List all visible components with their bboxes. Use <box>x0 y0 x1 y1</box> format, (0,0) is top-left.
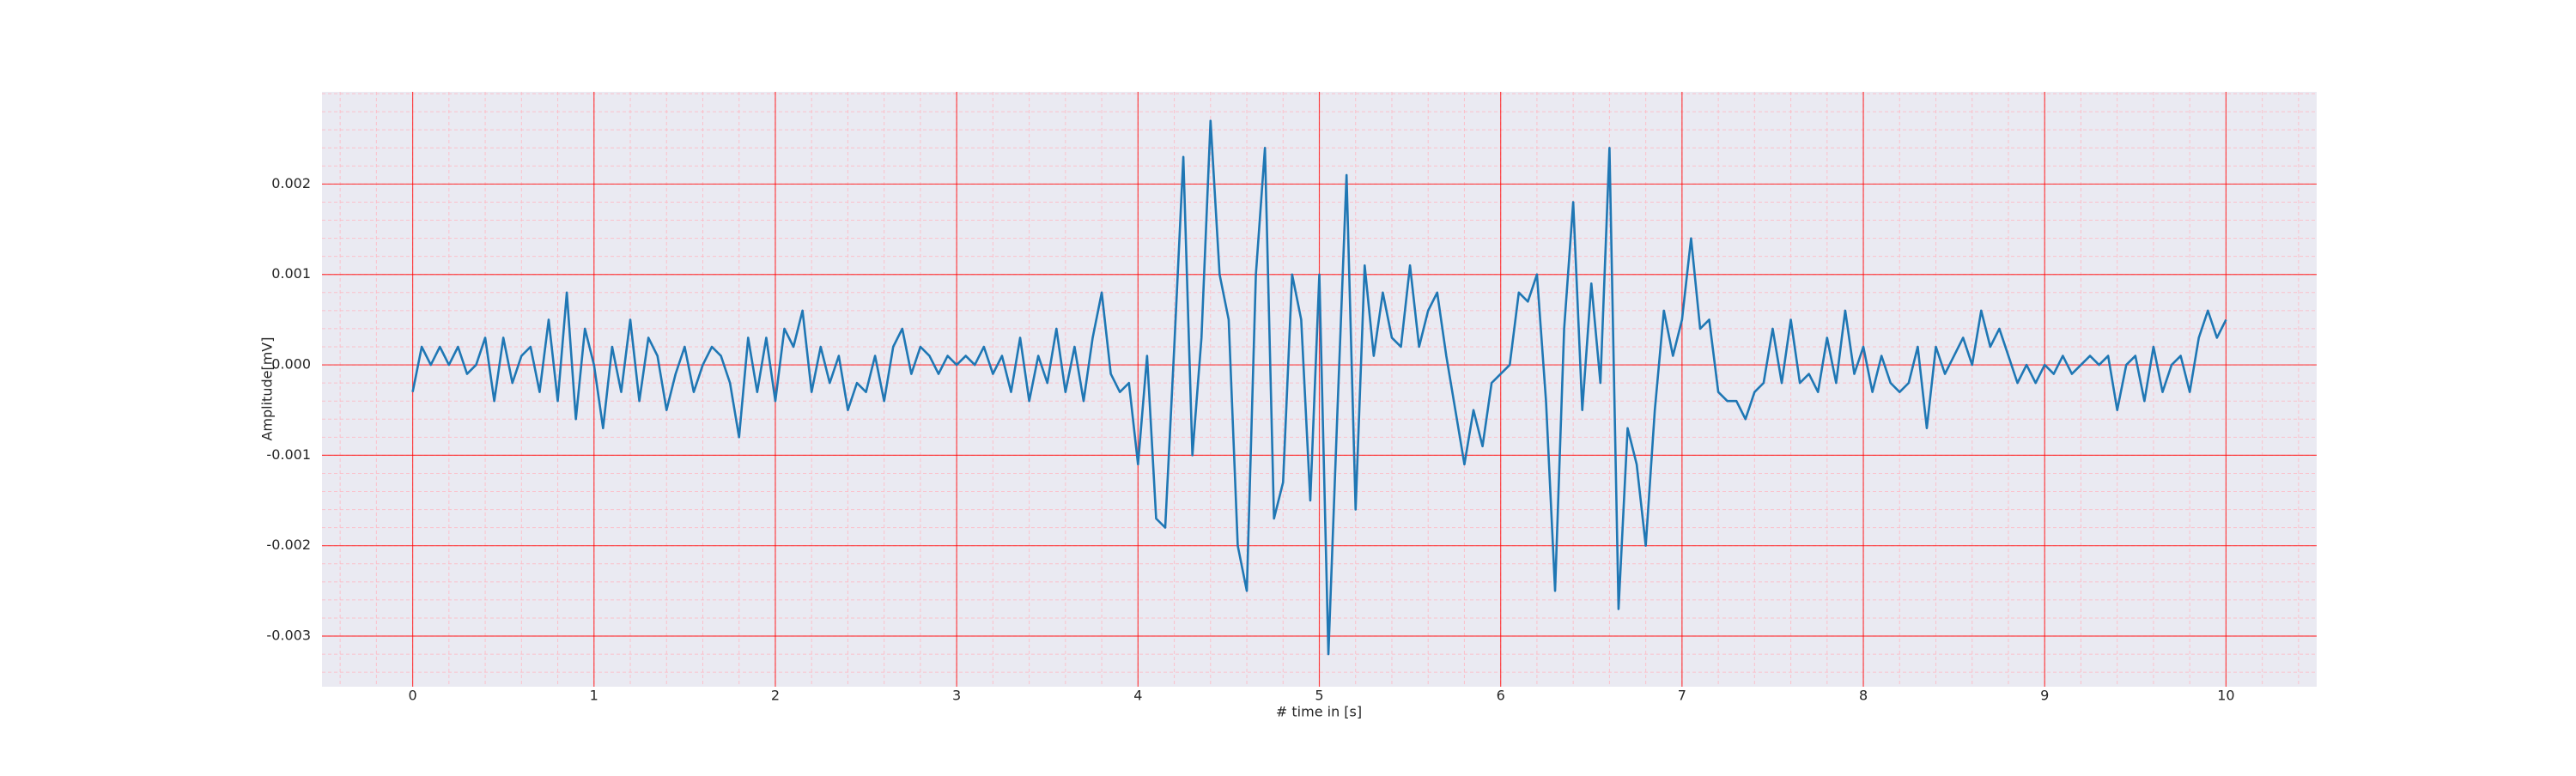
x-tick-label: 8 <box>1859 688 1868 704</box>
y-tick-label: 0.000 <box>271 356 311 373</box>
x-tick-label: 2 <box>771 688 780 704</box>
x-tick-label: 3 <box>952 688 961 704</box>
y-tick-label: -0.002 <box>266 537 311 553</box>
x-tick-label: 7 <box>1678 688 1686 704</box>
x-tick-label: 9 <box>2040 688 2049 704</box>
x-tick-label: 10 <box>2217 688 2234 704</box>
marks <box>411 119 2227 656</box>
y-axis-label: Amplitude[mV] <box>259 336 276 440</box>
x-tick-label: 1 <box>590 688 598 704</box>
y-tick-label: 0.002 <box>271 175 311 191</box>
y-tick-label: -0.001 <box>266 446 311 463</box>
grid <box>322 92 2317 687</box>
x-tick-label: 4 <box>1133 688 1142 704</box>
x-tick-label: 5 <box>1315 688 1323 704</box>
x-tick-label: 0 <box>408 688 416 704</box>
x-tick-label: 6 <box>1497 688 1505 704</box>
y-tick-label: 0.001 <box>271 265 311 282</box>
signal-line <box>411 119 2227 656</box>
x-axis-label: # time in [s] <box>1276 704 1362 720</box>
y-tick-label: -0.003 <box>266 627 311 644</box>
